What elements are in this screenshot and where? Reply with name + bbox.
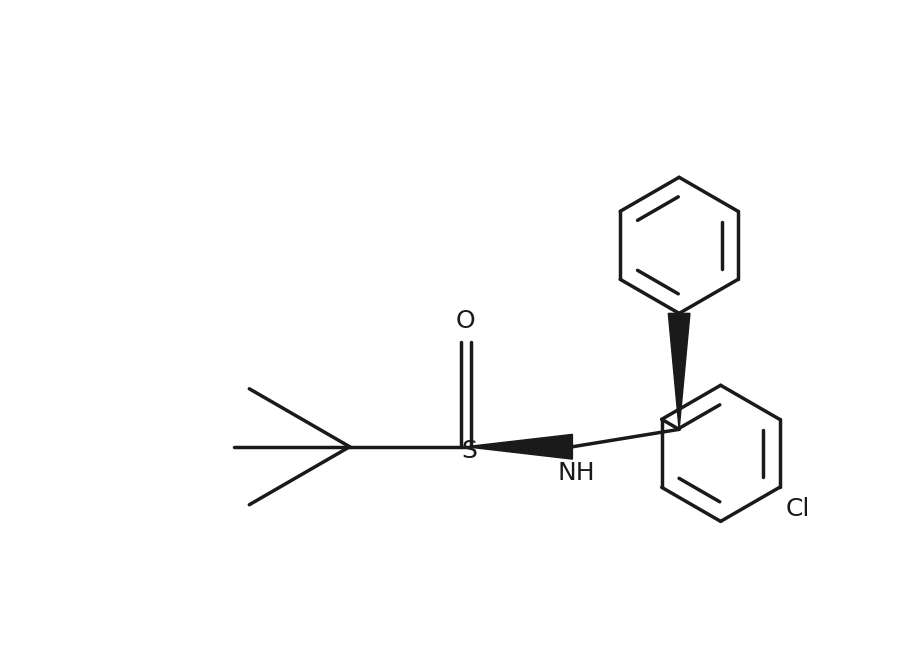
Text: S: S [461, 439, 478, 463]
Polygon shape [668, 314, 690, 430]
Text: O: O [456, 309, 476, 333]
Text: Cl: Cl [785, 496, 810, 521]
Polygon shape [466, 434, 572, 459]
Text: NH: NH [558, 461, 595, 484]
